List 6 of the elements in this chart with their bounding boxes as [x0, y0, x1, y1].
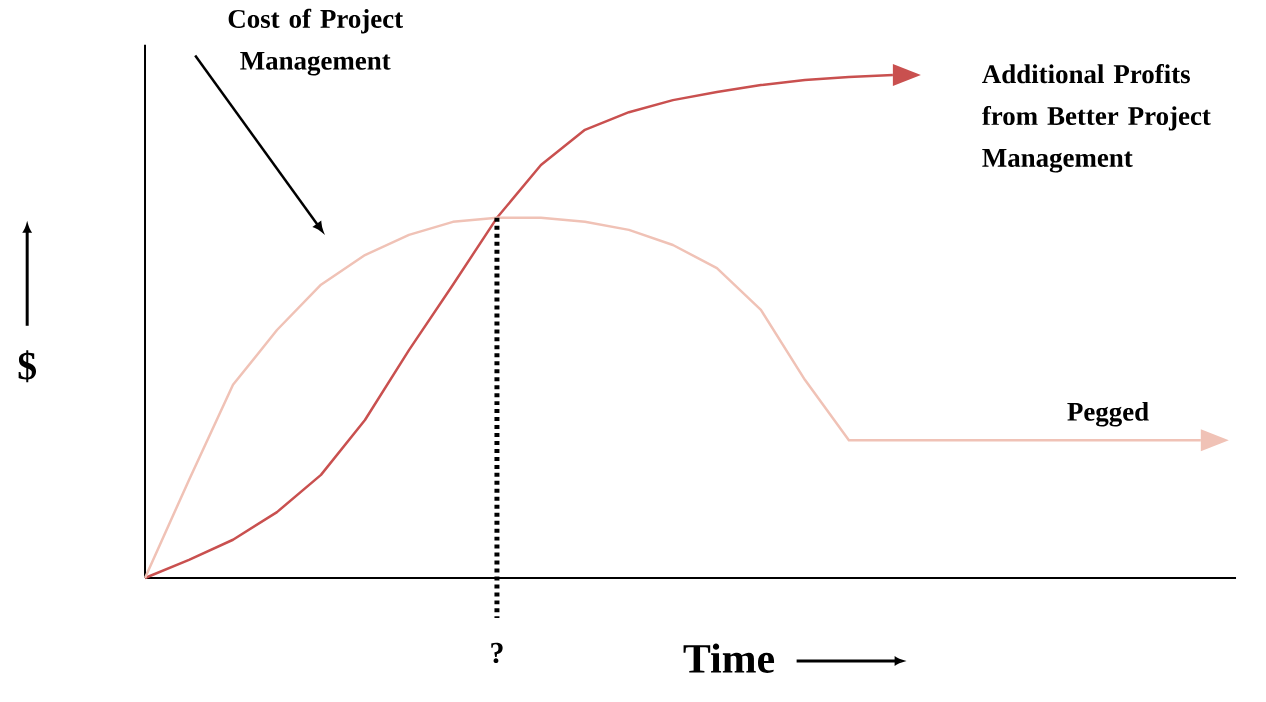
y-axis-title: $: [18, 350, 37, 383]
annotation: Pegged: [1067, 401, 1149, 427]
annotation: Cost of Project Management: [228, 8, 403, 76]
x-axis-title: Time: [683, 643, 775, 673]
text: ?: [491, 642, 503, 664]
annotation: Additional Profits from Better Project Management: [982, 64, 1211, 173]
